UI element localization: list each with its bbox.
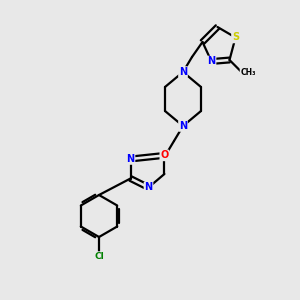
Text: O: O (160, 150, 169, 161)
Text: CH₃: CH₃ (240, 68, 256, 77)
Text: N: N (207, 56, 216, 67)
Text: N: N (126, 154, 135, 164)
Text: Cl: Cl (94, 252, 104, 261)
Text: S: S (232, 32, 239, 43)
Text: N: N (179, 121, 187, 131)
Text: N: N (179, 67, 187, 77)
Text: N: N (144, 182, 153, 193)
